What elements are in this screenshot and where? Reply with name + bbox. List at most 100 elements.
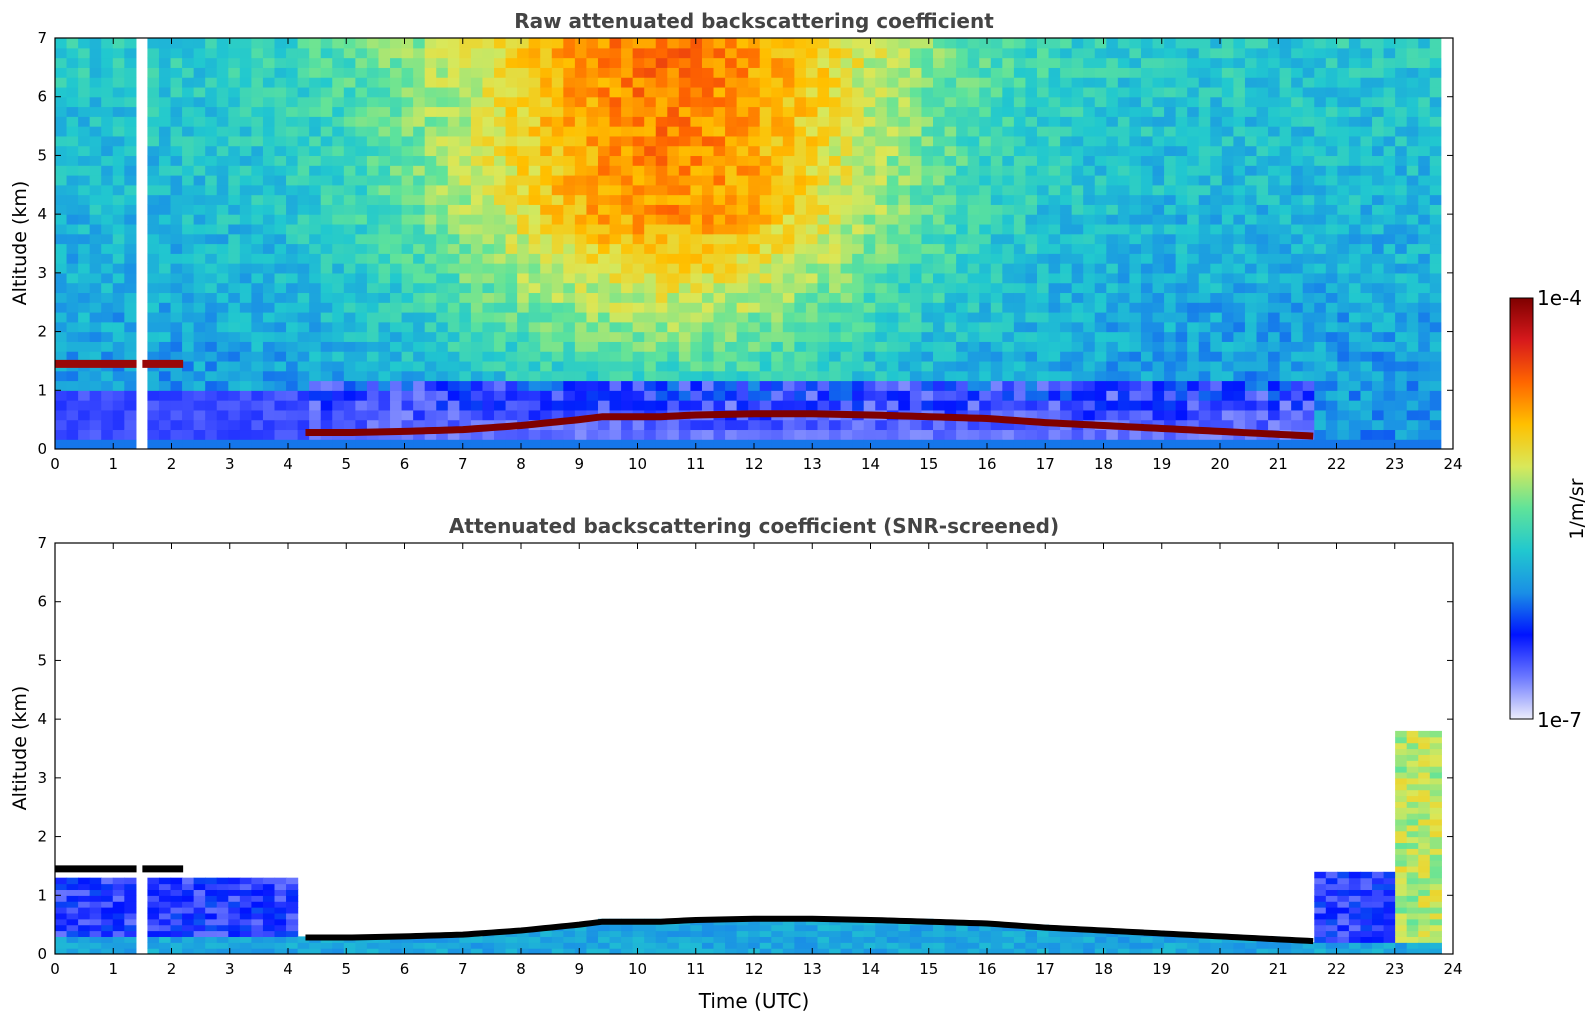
raw-cell [390, 361, 402, 371]
raw-cell [286, 283, 298, 293]
raw-cell [298, 253, 310, 263]
raw-cell [471, 146, 483, 156]
raw-cell [610, 341, 622, 351]
raw-cell [355, 439, 367, 449]
raw-cell [1002, 77, 1014, 87]
raw-cell [1395, 410, 1407, 420]
raw-cell [852, 224, 864, 234]
raw-cell [1314, 439, 1326, 449]
raw-cell [1153, 292, 1165, 302]
raw-cell [240, 263, 252, 273]
raw-cell [332, 38, 344, 48]
raw-cell [1384, 263, 1396, 273]
raw-cell [217, 175, 229, 185]
raw-cell [205, 312, 217, 322]
raw-cell [124, 302, 136, 312]
raw-cell [506, 351, 518, 361]
raw-cell [298, 302, 310, 312]
raw-cell [402, 361, 414, 371]
raw-cell [552, 77, 564, 87]
raw-cell [194, 77, 206, 87]
raw-cell [194, 390, 206, 400]
raw-cell [1164, 322, 1176, 332]
raw-cell [771, 400, 783, 410]
raw-cell [344, 292, 356, 302]
raw-cell [1222, 400, 1234, 410]
raw-cell [1349, 283, 1361, 293]
raw-cell [586, 116, 598, 126]
raw-cell [1106, 175, 1118, 185]
raw-cell [459, 155, 471, 165]
raw-cell [1072, 390, 1084, 400]
raw-cell [147, 429, 159, 439]
raw-cell [78, 224, 90, 234]
raw-cell [714, 146, 726, 156]
raw-cell [413, 87, 425, 97]
raw-cell [540, 126, 552, 136]
raw-cell [529, 136, 541, 146]
raw-cell [1372, 322, 1384, 332]
raw-cell [1083, 312, 1095, 322]
raw-cell [1257, 87, 1269, 97]
raw-cell [829, 332, 841, 342]
raw-cell [425, 67, 437, 77]
raw-cell [1303, 136, 1315, 146]
raw-cell [55, 371, 67, 381]
raw-cell [1049, 234, 1061, 244]
raw-cell [1002, 67, 1014, 77]
raw-cell [1245, 185, 1257, 195]
raw-cell [1072, 195, 1084, 205]
raw-cell [1164, 185, 1176, 195]
raw-cell [275, 351, 287, 361]
raw-cell [1072, 87, 1084, 97]
raw-cell [1072, 253, 1084, 263]
raw-cell [1176, 58, 1188, 68]
raw-cell [1337, 87, 1349, 97]
raw-cell [321, 263, 333, 273]
raw-cell [540, 107, 552, 117]
raw-cell [113, 175, 125, 185]
raw-cell [829, 38, 841, 48]
raw-cell [575, 332, 587, 342]
raw-cell [1291, 234, 1303, 244]
raw-cell [1060, 361, 1072, 371]
raw-cell [1407, 253, 1419, 263]
raw-cell [1245, 283, 1257, 293]
raw-cell [240, 77, 252, 87]
raw-cell [1326, 87, 1338, 97]
raw-cell [217, 400, 229, 410]
raw-cell [321, 107, 333, 117]
raw-cell [771, 292, 783, 302]
raw-cell [760, 204, 772, 214]
raw-cell [459, 126, 471, 136]
raw-cell [78, 332, 90, 342]
raw-cell [1384, 322, 1396, 332]
raw-cell [1072, 48, 1084, 58]
raw-cell [355, 263, 367, 273]
raw-cell [1303, 351, 1315, 361]
raw-cell [1280, 107, 1292, 117]
raw-cell [355, 371, 367, 381]
raw-cell [552, 165, 564, 175]
raw-cell [1014, 204, 1026, 214]
raw-cell [806, 58, 818, 68]
raw-cell [1037, 429, 1049, 439]
raw-cell [991, 400, 1003, 410]
raw-cell [101, 263, 113, 273]
raw-cell [1049, 136, 1061, 146]
raw-cell [482, 273, 494, 283]
raw-cell [448, 371, 460, 381]
raw-cell [529, 38, 541, 48]
raw-cell [436, 273, 448, 283]
raw-cell [298, 381, 310, 391]
raw-cell [1360, 136, 1372, 146]
raw-cell [1314, 361, 1326, 371]
raw-cell [263, 371, 275, 381]
raw-cell [667, 400, 679, 410]
raw-cell [413, 48, 425, 58]
raw-cell [482, 332, 494, 342]
raw-cell [67, 390, 79, 400]
raw-cell [633, 332, 645, 342]
raw-cell [748, 107, 760, 117]
raw-cell [425, 361, 437, 371]
